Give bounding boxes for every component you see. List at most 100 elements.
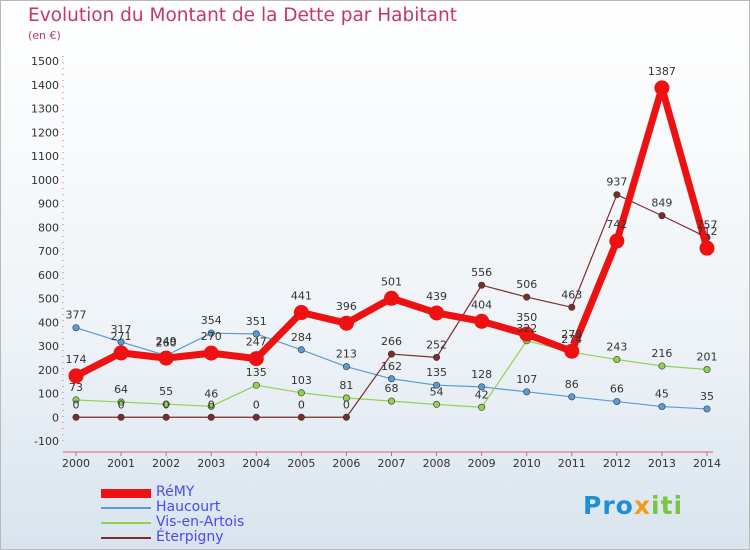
data-point xyxy=(658,212,666,220)
data-point xyxy=(207,402,215,410)
legend: RéMY Haucourt Vis-en-Artois Éterpigny xyxy=(101,485,361,545)
data-label: 742 xyxy=(606,218,627,231)
data-point xyxy=(654,80,670,96)
data-point xyxy=(613,398,621,406)
y-tick-label: 900 xyxy=(38,198,59,211)
x-tick-label: 2008 xyxy=(423,457,451,470)
y-tick-label: 1300 xyxy=(31,103,59,116)
data-point xyxy=(384,290,399,306)
data-point xyxy=(113,345,129,361)
data-point xyxy=(478,281,486,289)
data-label: 270 xyxy=(201,330,222,343)
x-tick-label: 2012 xyxy=(603,457,631,470)
data-point xyxy=(387,397,395,405)
y-tick-label: 1100 xyxy=(31,150,59,163)
data-point xyxy=(478,383,486,391)
data-point xyxy=(387,350,395,358)
data-point xyxy=(72,396,80,404)
logo-letter: r xyxy=(602,491,616,520)
data-label: 284 xyxy=(291,331,312,344)
data-label: 0 xyxy=(73,398,80,411)
legend-label: RéMY xyxy=(156,484,195,500)
legend-label: Vis-en-Artois xyxy=(156,514,245,530)
data-point xyxy=(342,394,350,402)
data-label: 45 xyxy=(655,388,669,401)
data-label: 135 xyxy=(246,366,267,379)
legend-item: Haucourt xyxy=(101,500,361,515)
data-point xyxy=(478,403,486,411)
data-label: 73 xyxy=(69,381,83,394)
y-tick-label: 0 xyxy=(52,411,59,424)
data-label: 712 xyxy=(697,225,718,238)
logo-letter: i xyxy=(673,491,684,520)
data-point xyxy=(117,398,125,406)
y-tick-label: 400 xyxy=(38,316,59,329)
legend-item: Éterpigny xyxy=(101,530,361,545)
data-point xyxy=(658,362,666,370)
data-label: 68 xyxy=(385,382,399,395)
data-point xyxy=(387,375,395,383)
data-label: 81 xyxy=(339,379,353,392)
data-point xyxy=(338,315,354,331)
data-label: 350 xyxy=(516,311,537,324)
y-tick-label: -100 xyxy=(34,435,59,448)
x-tick-label: 2003 xyxy=(197,457,225,470)
data-label: 86 xyxy=(565,378,579,391)
data-label: 0 xyxy=(298,398,305,411)
series-RéMY xyxy=(68,80,715,384)
legend-swatch xyxy=(101,507,151,509)
data-label: 849 xyxy=(651,197,672,210)
data-point xyxy=(523,388,531,396)
legend-swatch xyxy=(101,522,151,524)
data-point xyxy=(252,413,260,421)
x-tick-label: 2006 xyxy=(332,457,360,470)
data-point xyxy=(568,393,576,401)
legend-item: RéMY xyxy=(101,485,361,500)
data-point xyxy=(613,191,621,199)
x-tick-label: 2002 xyxy=(152,457,180,470)
y-tick-label: 1200 xyxy=(31,126,59,139)
data-label: 213 xyxy=(336,348,357,361)
data-label: 103 xyxy=(291,374,312,387)
data-label: 463 xyxy=(561,288,582,301)
data-label: 278 xyxy=(561,328,582,341)
data-point xyxy=(248,351,264,367)
data-point xyxy=(568,303,576,311)
x-tick-label: 2011 xyxy=(558,457,586,470)
data-label: 1387 xyxy=(648,65,676,78)
proxiti-logo: Proxiti xyxy=(583,491,683,520)
legend-item: Vis-en-Artois xyxy=(101,515,361,530)
data-label: 243 xyxy=(606,341,627,354)
data-point xyxy=(433,381,441,389)
data-point xyxy=(158,350,174,366)
x-tick-label: 2010 xyxy=(513,457,541,470)
data-point xyxy=(68,368,84,384)
data-point xyxy=(117,413,125,421)
data-point xyxy=(207,329,215,337)
data-label: 54 xyxy=(430,385,444,398)
data-label: 55 xyxy=(159,385,173,398)
data-point xyxy=(252,381,260,389)
data-point xyxy=(72,413,80,421)
data-label: 351 xyxy=(246,315,267,328)
data-label: 354 xyxy=(201,314,222,327)
data-label: 162 xyxy=(381,360,402,373)
data-point xyxy=(523,293,531,301)
data-label: 396 xyxy=(336,300,357,313)
series-Vis-en-Artois xyxy=(72,337,711,411)
data-label: 439 xyxy=(426,290,447,303)
data-point xyxy=(519,326,535,342)
data-point xyxy=(564,343,580,359)
y-tick-label: 500 xyxy=(38,293,59,306)
y-tick-label: 800 xyxy=(38,221,59,234)
y-tick-label: 600 xyxy=(38,269,59,282)
data-label: 266 xyxy=(381,335,402,348)
data-point xyxy=(203,345,219,361)
logo-letter: i xyxy=(651,491,661,520)
data-label: 757 xyxy=(697,218,718,231)
data-label: 506 xyxy=(516,278,537,291)
data-point xyxy=(429,305,445,321)
data-label: 937 xyxy=(606,176,627,189)
